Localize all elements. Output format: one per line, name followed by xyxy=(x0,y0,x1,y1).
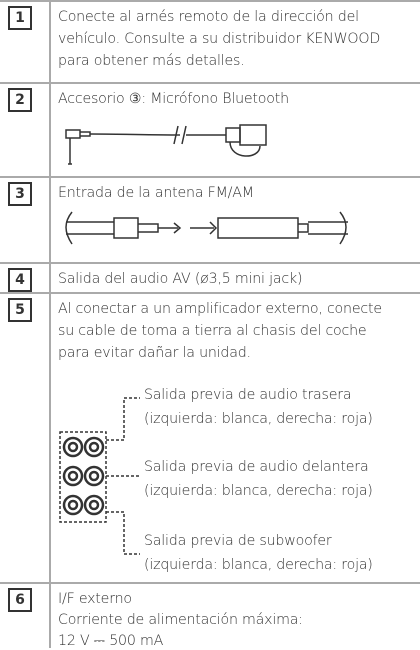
row-text: para evitar dañar la unidad. xyxy=(58,345,251,361)
row-border xyxy=(0,0,420,2)
row-text: su cable de toma a tierra al chasis del … xyxy=(58,323,367,339)
antenna-cable xyxy=(65,211,348,245)
row-number: 5 xyxy=(8,298,32,322)
row-number: 2 xyxy=(8,88,32,112)
microphone-cable xyxy=(65,124,267,165)
row-text: Entrada de la antena FM/AM xyxy=(58,185,254,201)
row-text: 12 V ⎓ 500 mA xyxy=(58,633,164,649)
row-text: para obtener más detalles. xyxy=(58,53,245,69)
output-label: (izquierda: blanca, derecha: roja) xyxy=(144,483,373,499)
row-text: Corriente de alimentación máxima: xyxy=(58,612,303,628)
row-number: 4 xyxy=(8,268,32,292)
row-number: 3 xyxy=(8,182,32,206)
output-label: Salida previa de audio delantera xyxy=(144,459,369,475)
row-text: Accesorio ③: Micrófono Bluetooth xyxy=(58,91,289,107)
row-border xyxy=(0,292,420,294)
row-text: Al conectar a un amplificador externo, c… xyxy=(58,301,382,317)
row-text: vehículo. Consulte a su distribuidor KEN… xyxy=(58,31,381,47)
row-border xyxy=(0,176,420,178)
row-text: Salida del audio AV (ø3,5 mini jack) xyxy=(58,271,303,287)
row-border xyxy=(0,262,420,264)
row-number: 6 xyxy=(8,588,32,612)
row-border xyxy=(0,582,420,584)
output-label: Salida previa de audio trasera xyxy=(144,387,352,403)
rca-connectors xyxy=(59,397,140,555)
output-label: Salida previa de subwoofer xyxy=(144,533,332,549)
output-label: (izquierda: blanca, derecha: roja) xyxy=(144,411,373,427)
output-label: (izquierda: blanca, derecha: roja) xyxy=(144,557,373,573)
row-text: Conecte al arnés remoto de la dirección … xyxy=(58,9,359,25)
row-border xyxy=(0,82,420,84)
row-number: 1 xyxy=(8,6,32,30)
row-text: I/F externo xyxy=(58,591,132,607)
